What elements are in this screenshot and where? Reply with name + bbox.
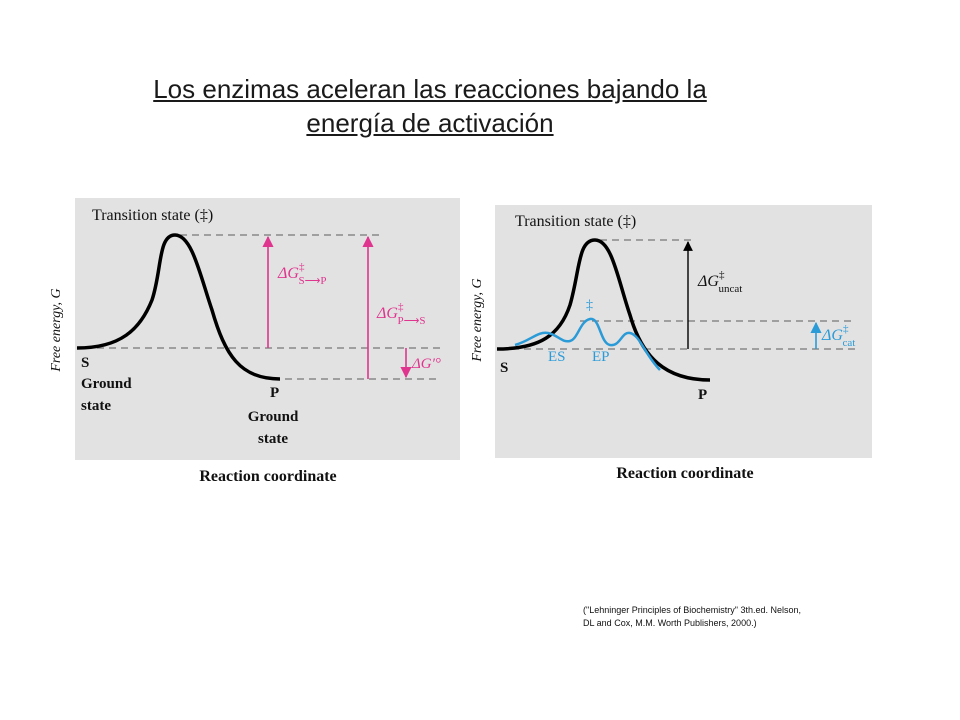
left-dg-s-to-p-sub: S⟶P: [298, 275, 326, 287]
left-reaction-curve: [76, 233, 281, 381]
left-p-ground-line2: state: [258, 431, 288, 447]
right-y-axis-label: Free energy, G: [470, 278, 485, 362]
left-dg-std-label: ΔG′°: [411, 356, 441, 372]
left-x-axis-label: Reaction coordinate: [199, 468, 336, 485]
left-dg-s-to-p-label: ΔG‡ S⟶P: [277, 261, 326, 287]
citation-line-2: DL and Cox, M.M. Worth Publishers, 2000.…: [583, 618, 757, 628]
right-dg-cat-base: ΔG: [821, 327, 843, 344]
right-s-label: S: [500, 360, 508, 376]
right-p-label: P: [698, 387, 707, 403]
right-dg-cat-label: ΔG‡ cat: [821, 323, 855, 349]
left-s-ground-line2: state: [81, 398, 111, 414]
right-dg-cat-sup: ‡: [843, 323, 849, 335]
left-dg-p-to-s-base: ΔG: [376, 305, 398, 322]
left-dg-s-to-p-base: ΔG: [277, 265, 299, 282]
left-y-axis-label: Free energy, G: [49, 288, 64, 372]
left-transition-state-label: Transition state (‡): [92, 207, 213, 224]
right-es-label: ES: [548, 349, 566, 365]
title-line-2: energía de activación: [306, 108, 554, 138]
title-line-1: Los enzimas aceleran las reacciones baja…: [153, 74, 707, 104]
left-dg-p-to-s-sup: ‡: [398, 301, 404, 313]
right-ep-label: EP: [592, 349, 610, 365]
left-s-ground-line1: Ground: [81, 376, 132, 392]
right-transition-state-label: Transition state (‡): [515, 213, 636, 230]
right-dg-uncat-sup: ‡: [719, 269, 725, 281]
right-x-axis-label: Reaction coordinate: [616, 465, 753, 482]
right-dagger-label: ‡: [586, 298, 593, 313]
right-dg-uncat-label: ΔG‡ uncat: [697, 269, 742, 295]
left-p-label: P: [270, 385, 279, 401]
citation: ("Lehninger Principles of Biochemistry" …: [583, 604, 883, 630]
citation-line-1: ("Lehninger Principles of Biochemistry" …: [583, 605, 801, 615]
right-dg-cat-sub: cat: [842, 337, 855, 349]
left-dg-s-to-p-sup: ‡: [299, 261, 305, 273]
slide-title: Los enzimas aceleran las reacciones baja…: [100, 72, 760, 140]
right-dg-uncat-sub: uncat: [718, 283, 742, 295]
left-p-ground-line1: Ground: [248, 409, 299, 425]
right-catalyzed-curve: [514, 317, 661, 371]
left-dg-p-to-s-sub: P⟶S: [397, 315, 425, 327]
left-dg-p-to-s-label: ΔG‡ P⟶S: [376, 301, 425, 327]
right-dg-uncat-base: ΔG: [697, 273, 719, 290]
left-energy-diagram: Transition state (‡) Free energy, G Reac…: [49, 198, 460, 485]
left-s-label: S: [81, 355, 89, 371]
right-energy-diagram: Transition state (‡) Free energy, G Reac…: [470, 205, 872, 482]
